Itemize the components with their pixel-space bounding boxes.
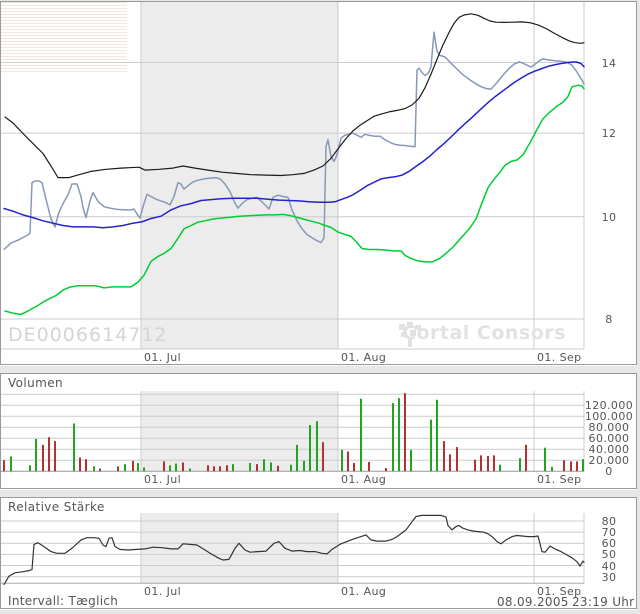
price-y-tick-label: 8 (605, 312, 613, 326)
volume-x-tick-label: 01. Jul (144, 473, 182, 486)
watermark-brand-text: Cortal Consors (402, 322, 566, 344)
rs-y-tick-label: 30 (601, 570, 617, 584)
price-y-tick-label: 14 (601, 56, 617, 70)
interval-label: Intervall: Tæglich (8, 594, 119, 608)
watermark-brand: Cortal Consors (397, 322, 566, 347)
price-y-tick-label: 10 (601, 210, 617, 224)
volume-y-tick-label: 0 (605, 465, 613, 479)
rs-y-tick-label: 50 (601, 548, 617, 562)
relative-strength-plot (1, 513, 585, 586)
watermark-instrument-id: DE0006614712 (8, 324, 168, 346)
volume-y-tick-label: 100.000 (584, 410, 634, 424)
price-x-tick-label: 01. Jul (144, 351, 182, 364)
volume-panel-title: Volumen (8, 376, 64, 390)
price-panel: DE0006614712 Cortal Consors 14 12 10 8 01. J… (0, 1, 637, 365)
relative-strength-panel-title: Relative Stärke (8, 500, 105, 514)
volume-y-tick-label: 60.000 (588, 432, 630, 446)
rs-y-tick-label: 80 (601, 515, 617, 528)
volume-x-tick-label: 01. Sep (537, 473, 582, 486)
price-x-tick-label: 01. Aug (341, 351, 387, 364)
volume-x-tick-label: 01. Aug (341, 473, 387, 486)
rs-x-tick-label: 01. Jul (144, 585, 182, 598)
price-y-tick-label: 12 (601, 127, 617, 141)
rs-y-tick-label: 60 (601, 537, 617, 551)
volume-y-tick-label: 120.000 (584, 399, 634, 413)
rs-x-tick-label: 01. Aug (341, 585, 387, 598)
rs-y-tick-label: 70 (601, 526, 617, 540)
volume-y-tick-label: 20.000 (588, 454, 630, 468)
timestamp-time: 23:19 Uhr (572, 595, 635, 609)
volume-y-tick-label: 80.000 (588, 421, 630, 435)
relative-strength-panel: Relative Stärke 80 70 60 50 40 30 01. Jul 01. A… (0, 497, 637, 609)
timestamp-date: 08.09.2005 (497, 595, 569, 609)
price-x-tick-label: 01. Sep (537, 351, 582, 364)
price-plot (1, 2, 585, 350)
volume-panel: Volumen 120.000 100.000 80.000 60.000 40.000… (0, 373, 637, 489)
pre-data-shaded-region (1, 2, 127, 72)
rs-y-tick-label: 40 (601, 559, 617, 573)
volume-plot (1, 391, 585, 472)
rs-x-tick-label: 01. Sep (537, 585, 582, 598)
volume-y-tick-label: 40.000 (588, 443, 630, 457)
